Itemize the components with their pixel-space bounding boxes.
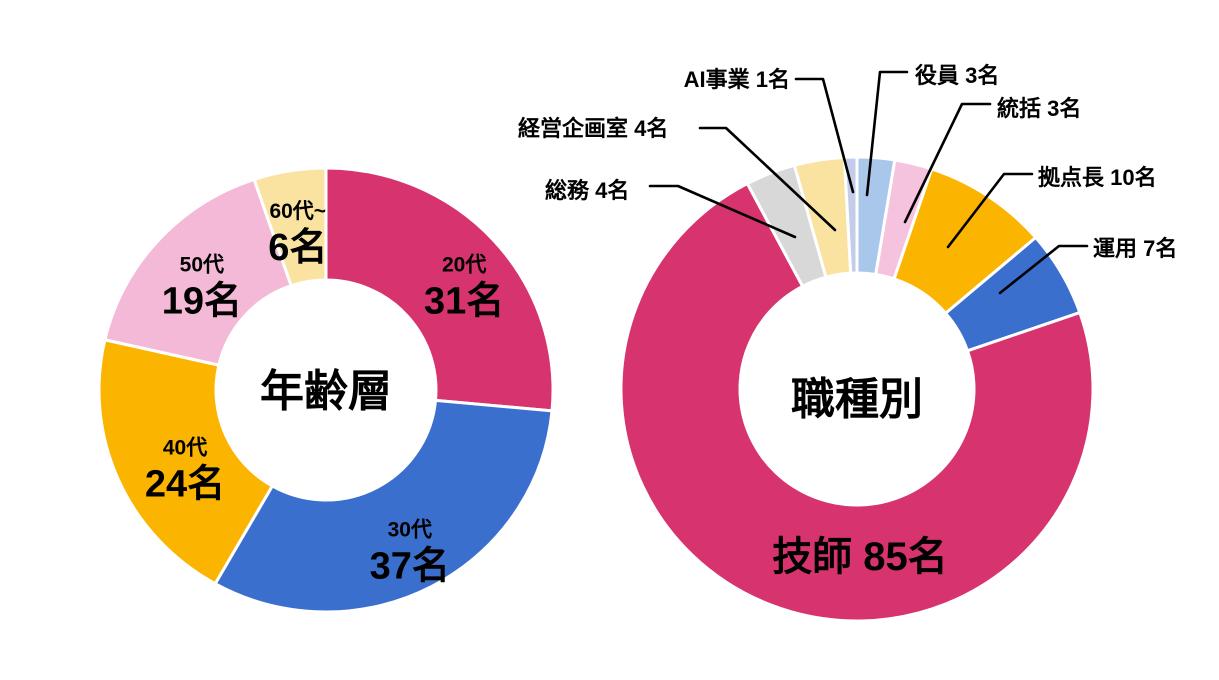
role-chart-title: 職種別 [791, 375, 923, 424]
leader-line [698, 126, 837, 232]
segment-label: 60代~ [269, 200, 326, 223]
donut-segment-20代 [324, 166, 555, 413]
leader-line [903, 102, 992, 224]
donut-segment-30代 [213, 398, 554, 614]
leader-line [648, 184, 797, 239]
callout-label: 総務 4名 [545, 178, 629, 203]
segment-inside-label: 技師 85名 [772, 535, 948, 579]
segment-value-label: 6名 [268, 227, 327, 269]
segment-value-label: 24名 [145, 464, 225, 506]
segment-label: 40代 [163, 437, 207, 460]
segment-value-label: 37名 [370, 546, 450, 588]
segment-label: 50代 [180, 254, 224, 277]
leader-line [946, 172, 1034, 249]
segment-label: 30代 [388, 519, 432, 542]
leader-line [998, 244, 1089, 295]
donut-segment-AI事業 [842, 155, 859, 275]
age-chart-title: 年齢層 [260, 367, 392, 416]
callout-label: 役員 3名 [915, 63, 999, 88]
callout-label: 拠点長 10名 [1038, 165, 1157, 190]
callout-label: AI事業 1名 [684, 67, 790, 92]
segment-value-label: 31名 [424, 281, 504, 323]
segment-label: 20代 [442, 254, 486, 277]
callout-label: 統括 3名 [997, 96, 1081, 121]
donut-segment-技師 [619, 182, 1095, 623]
leader-line [865, 70, 909, 197]
donut-segment-40代 [97, 338, 274, 586]
segment-value-label: 19名 [162, 281, 242, 323]
donut-segment-50代 [103, 177, 293, 367]
age-donut-chart: 20代 31名 30代 37名 40代 24名 50代 19名 60代~ 6名 [97, 166, 555, 614]
leader-line [794, 77, 855, 194]
donut-segment-60代~ [252, 166, 328, 288]
callout-label: 運用 7名 [1093, 236, 1177, 261]
callout-label: 経営企画室 4名 [518, 116, 668, 141]
